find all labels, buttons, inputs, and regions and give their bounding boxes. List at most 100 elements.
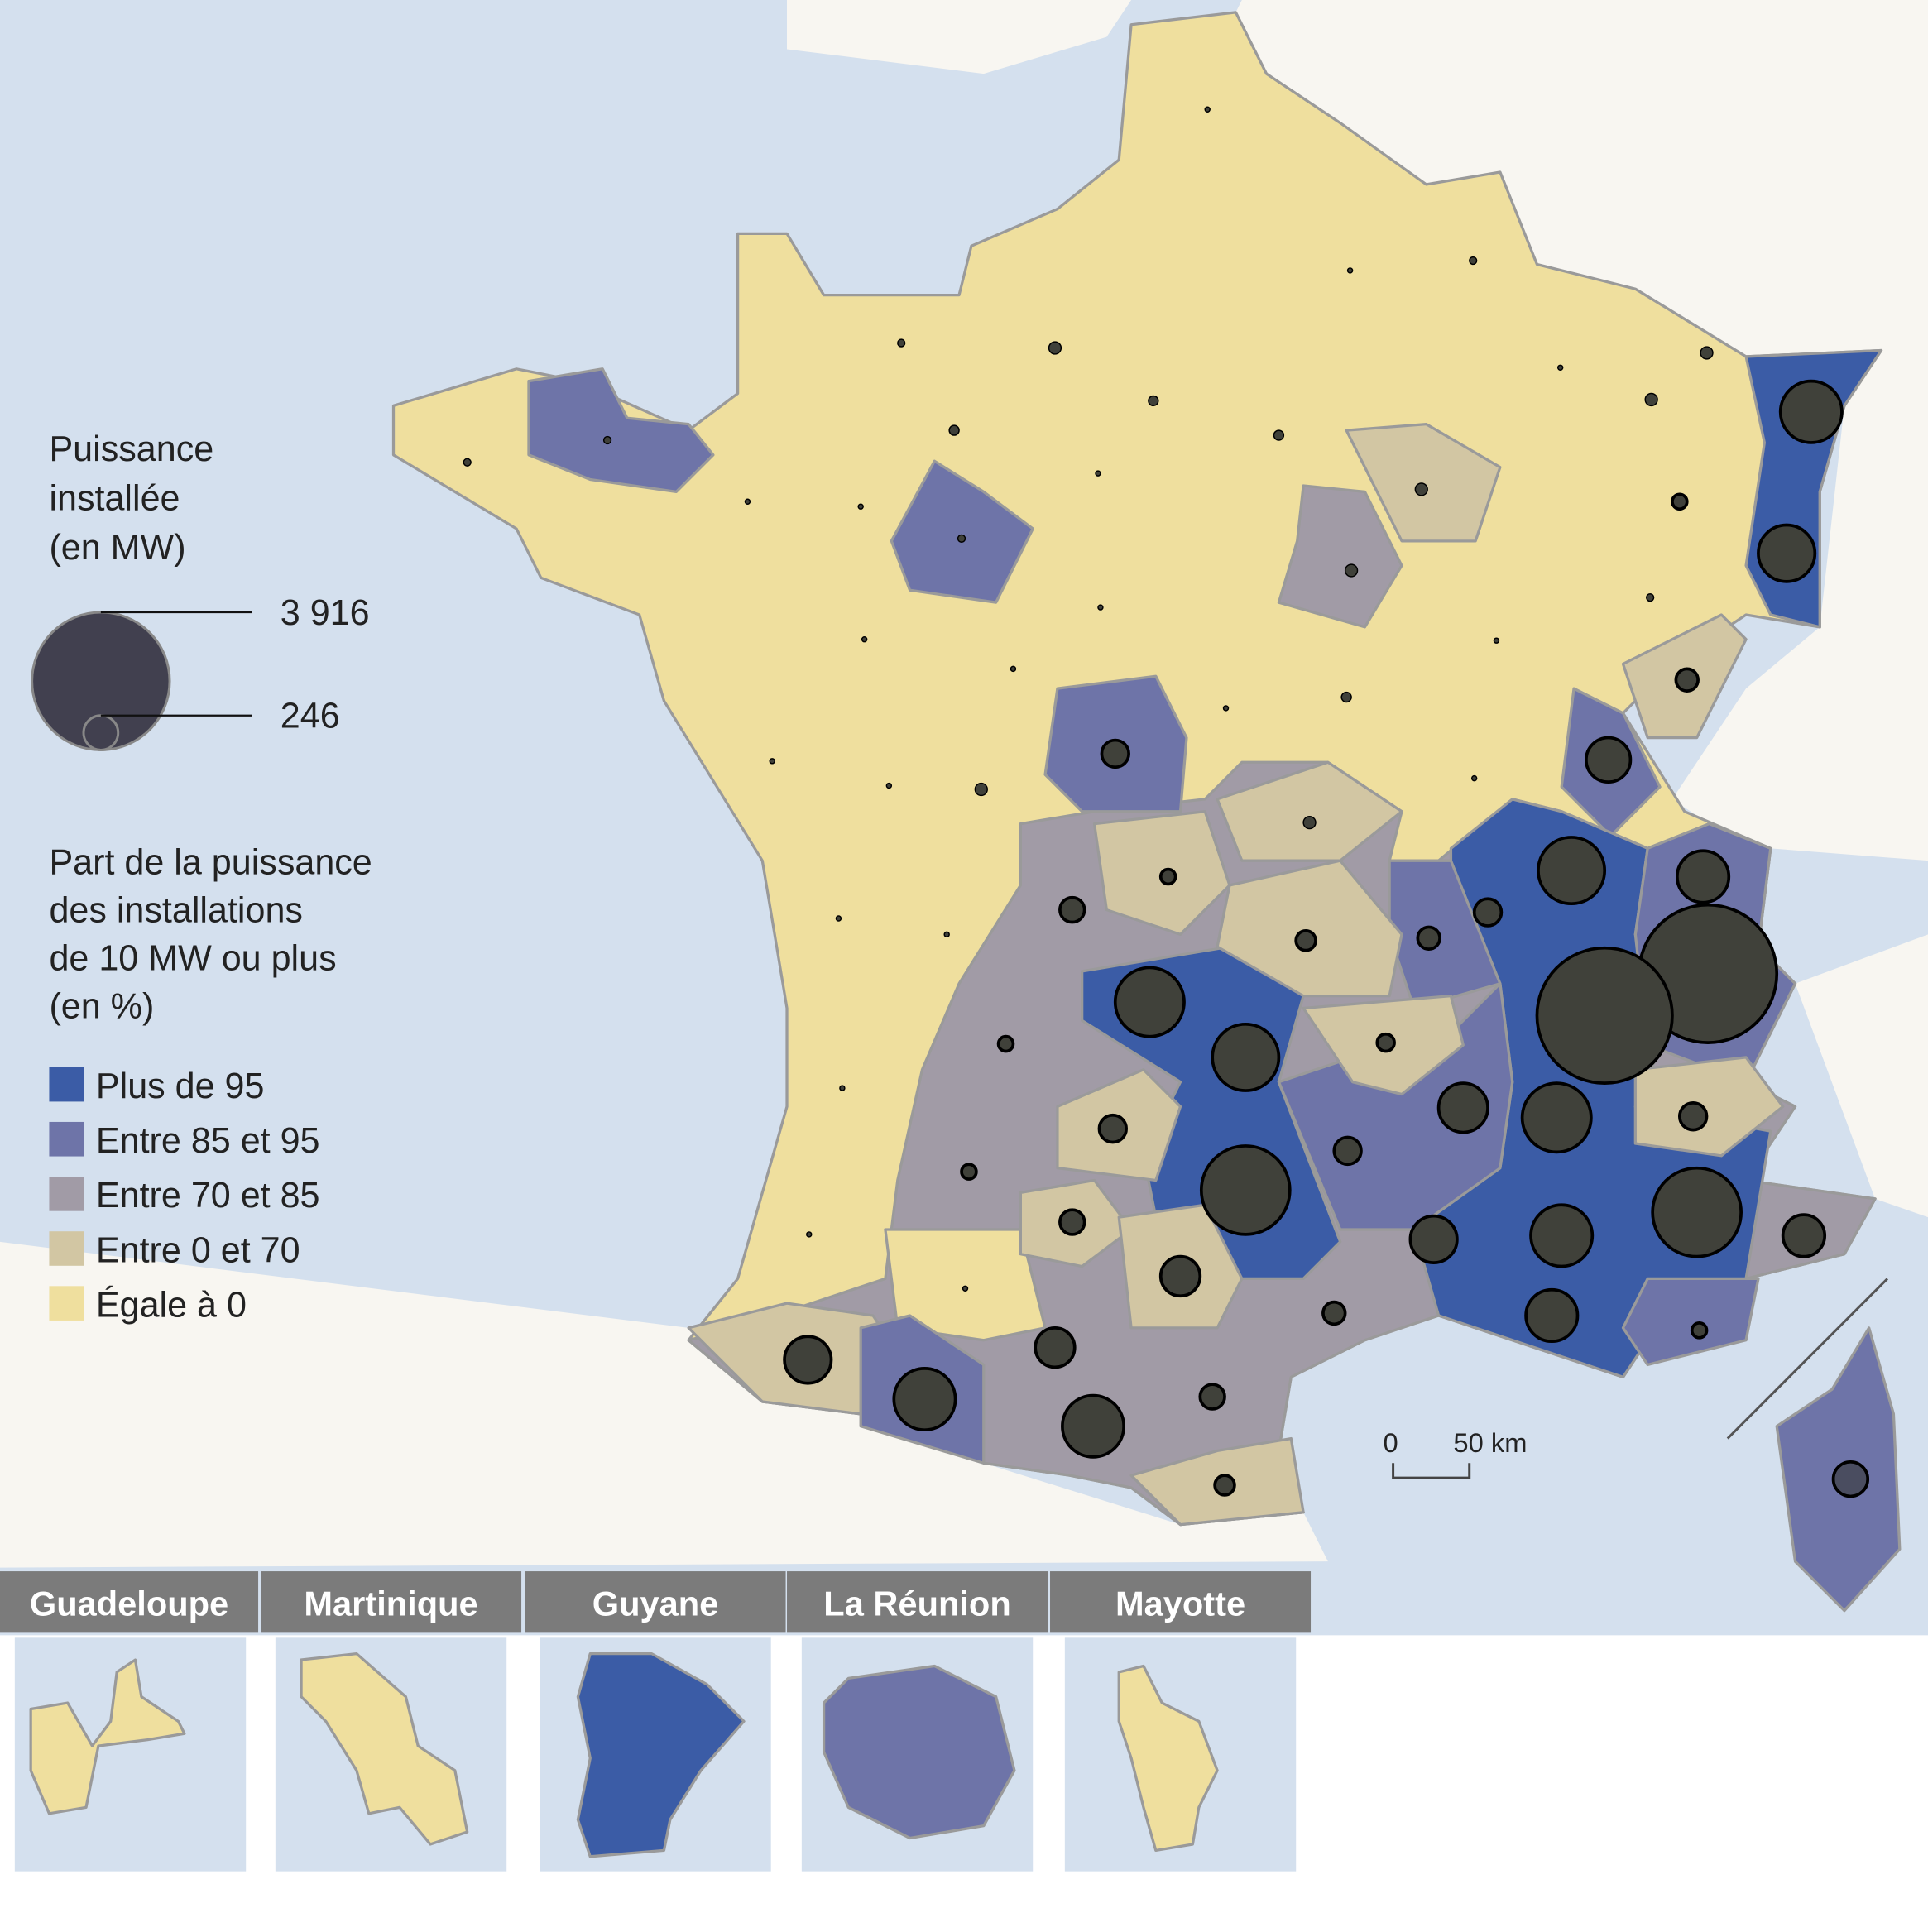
capacity-circle (1158, 867, 1177, 886)
capacity-circle (806, 1231, 813, 1238)
class-label: Entre 85 et 95 (96, 1121, 320, 1161)
inset-title: Guyane (592, 1584, 719, 1623)
capacity-circle (1781, 1213, 1827, 1258)
inset-region (1117, 1664, 1219, 1853)
region (890, 459, 1034, 604)
class-legend-title: (en %) (49, 986, 154, 1026)
capacity-circle (1493, 637, 1500, 644)
capacity-circle (1294, 929, 1317, 952)
capacity-circle (1537, 836, 1607, 906)
capacity-circle (463, 458, 472, 467)
size-legend-label: 246 (281, 697, 340, 736)
capacity-circle (1416, 925, 1441, 952)
capacity-circle (892, 1367, 957, 1432)
region (1345, 423, 1502, 543)
capacity-circle (1034, 1326, 1077, 1369)
capacity-circle (1831, 1460, 1870, 1498)
capacity-circle (1470, 774, 1478, 782)
size-legend-title: installée (49, 479, 180, 519)
capacity-circle (996, 1034, 1015, 1053)
capacity-circle (1675, 849, 1731, 904)
capacity-circle (1778, 379, 1844, 444)
capacity-circle (1332, 1135, 1363, 1167)
size-legend-label: 3 916 (281, 593, 370, 633)
capacity-circle (1204, 106, 1211, 113)
capacity-circle (1585, 736, 1633, 784)
capacity-circle (962, 1285, 969, 1292)
class-label: Plus de 95 (96, 1067, 265, 1106)
capacity-circle (943, 931, 950, 938)
capacity-circle (974, 782, 988, 797)
capacity-circle (1472, 897, 1504, 928)
legend: Puissance installée (en MW) 3 916 246 Part de… (31, 429, 372, 1325)
capacity-circle (1651, 1166, 1743, 1258)
capacity-circle (1113, 966, 1186, 1038)
spain (0, 1241, 1328, 1568)
england (787, 0, 1132, 74)
capacity-circle (1061, 1393, 1126, 1459)
region (884, 1228, 1047, 1342)
class-swatch (49, 1121, 84, 1157)
capacity-circle (1556, 364, 1564, 372)
capacity-circle (1757, 523, 1817, 583)
capacity-circle (1436, 1081, 1489, 1134)
capacity-circle (1340, 691, 1352, 703)
scale-end: 50 km (1453, 1427, 1527, 1458)
class-label: Entre 70 et 85 (96, 1176, 320, 1215)
capacity-circle (1097, 1113, 1129, 1144)
capacity-circle (1222, 705, 1230, 712)
capacity-circle (1346, 267, 1354, 274)
class-legend-title: des installations (49, 890, 303, 930)
capacity-circle (1414, 482, 1428, 496)
inset-header (525, 1571, 786, 1633)
capacity-circle (1148, 395, 1159, 407)
capacity-circle (1677, 1101, 1709, 1132)
size-legend-title: (en MW) (49, 528, 185, 568)
capacity-circle (1058, 1208, 1086, 1236)
capacity-circle (1524, 1287, 1580, 1344)
insets: Guadeloupe Martinique Guyane La Réunion Mayo… (0, 1571, 1312, 1872)
capacity-circle (1344, 563, 1359, 578)
inset-header (0, 1571, 259, 1633)
class-label: Entre 0 et 70 (96, 1230, 300, 1270)
capacity-circle (835, 915, 842, 922)
inset-region (300, 1652, 469, 1846)
inset-title: Martinique (304, 1584, 477, 1623)
capacity-circle (1644, 392, 1658, 407)
regions (391, 11, 1902, 1613)
inset-header (261, 1571, 522, 1633)
inset-title: Mayotte (1115, 1584, 1245, 1623)
capacity-circle (1302, 815, 1317, 830)
capacity-circle (744, 498, 751, 505)
capacity-circle (1674, 667, 1700, 693)
region (1633, 1056, 1785, 1158)
inset-region (576, 1652, 746, 1858)
capacity-circle (1199, 1144, 1292, 1236)
capacity-circle (1469, 256, 1478, 266)
circles (86, 106, 1870, 1767)
capacity-circle (1211, 1022, 1281, 1092)
capacity-circle (861, 635, 868, 643)
capacity-circle (602, 435, 612, 445)
inset-title: Guadeloupe (30, 1584, 228, 1623)
inset-header (787, 1571, 1048, 1633)
capacity-circle (1646, 593, 1655, 602)
capacity-circle (1198, 1383, 1226, 1411)
inset-title: La Réunion (823, 1584, 1010, 1623)
scale-bar (1392, 1463, 1471, 1479)
size-legend-circle (31, 611, 171, 751)
capacity-circle (769, 758, 775, 765)
capacity-circle (783, 1335, 833, 1385)
capacity-circle (1095, 470, 1101, 477)
region (1277, 484, 1403, 629)
capacity-circle (957, 534, 966, 544)
inset-region (29, 1658, 186, 1815)
capacity-circle (1010, 665, 1017, 673)
class-label: Égale à 0 (96, 1285, 247, 1325)
class-swatch (49, 1177, 84, 1211)
class-swatch (49, 1286, 84, 1321)
capacity-circle (1690, 1321, 1709, 1340)
neighbours (1235, 0, 1928, 861)
capacity-circle (1097, 604, 1104, 611)
